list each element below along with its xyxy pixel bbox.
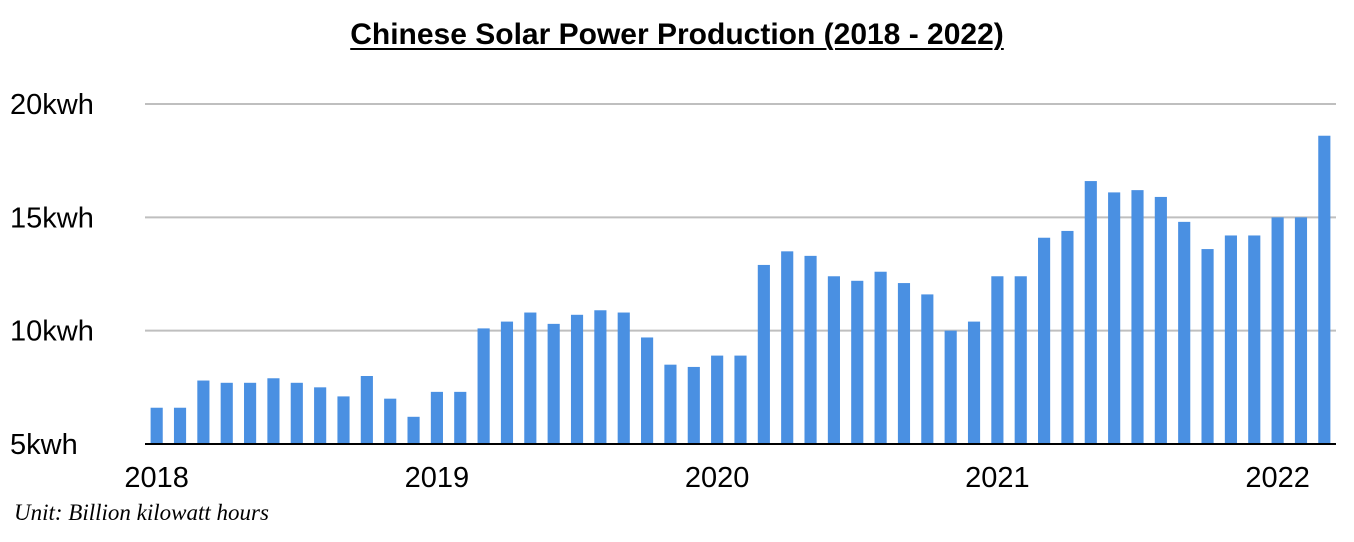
bar <box>1108 192 1121 444</box>
bar <box>1294 217 1308 444</box>
bar <box>220 382 233 444</box>
y-tick-label: 5kwh <box>10 429 78 461</box>
y-tick-label: 15kwh <box>10 202 94 234</box>
bar <box>921 294 934 444</box>
bar <box>757 264 770 444</box>
bar <box>711 355 724 444</box>
bar <box>290 382 303 444</box>
bar <box>967 321 981 444</box>
bar <box>827 276 840 444</box>
bar <box>687 366 700 444</box>
y-tick-labels: 5kwh 10kwh 15kwh 20kwh <box>10 89 94 461</box>
bar <box>407 416 420 444</box>
y-tick-label: 10kwh <box>10 316 94 348</box>
bar <box>173 407 187 444</box>
bar <box>314 387 327 444</box>
bar <box>477 328 490 444</box>
bar <box>1084 181 1097 445</box>
bar <box>430 391 443 444</box>
bar <box>1061 230 1074 444</box>
bar <box>944 330 957 444</box>
bar <box>991 276 1004 444</box>
bar <box>197 380 210 444</box>
bar <box>851 280 864 444</box>
bar <box>1201 249 1214 444</box>
bar <box>897 283 911 444</box>
bar <box>360 376 373 444</box>
y-tick-label: 20kwh <box>10 89 94 121</box>
x-tick-label: 2019 <box>405 462 470 494</box>
bar <box>1014 276 1027 444</box>
x-tick-label: 2018 <box>124 462 189 494</box>
bars <box>150 135 1331 445</box>
bar <box>150 407 163 444</box>
bar <box>1248 235 1261 444</box>
bar <box>1318 135 1331 444</box>
bar <box>1271 217 1284 444</box>
bar <box>1154 196 1167 444</box>
bar <box>804 255 817 444</box>
bar <box>1224 235 1237 444</box>
x-tick-label: 2022 <box>1245 462 1310 494</box>
x-tick-label: 2021 <box>965 462 1030 494</box>
chart-title: Chinese Solar Power Production (2018 - 2… <box>350 18 1004 51</box>
bar <box>524 312 537 444</box>
x-tick-labels: 2018 2019 2020 2021 2022 <box>124 462 1309 494</box>
unit-note: Unit: Billion kilowatt hours <box>14 500 269 525</box>
bar <box>1178 221 1191 444</box>
bar <box>267 378 280 444</box>
bar <box>781 251 794 444</box>
bar <box>734 355 747 444</box>
bar <box>1131 190 1144 444</box>
bar <box>454 391 467 444</box>
bar <box>337 396 350 444</box>
bar <box>874 271 887 444</box>
bar <box>641 337 654 444</box>
bar <box>384 398 397 444</box>
bar <box>1038 237 1051 444</box>
bar <box>244 382 257 444</box>
bar <box>547 323 560 444</box>
bar <box>664 364 677 444</box>
bar <box>570 314 584 444</box>
bar <box>594 310 607 444</box>
bar <box>617 312 630 444</box>
bar <box>500 321 514 444</box>
x-tick-label: 2020 <box>685 462 750 494</box>
